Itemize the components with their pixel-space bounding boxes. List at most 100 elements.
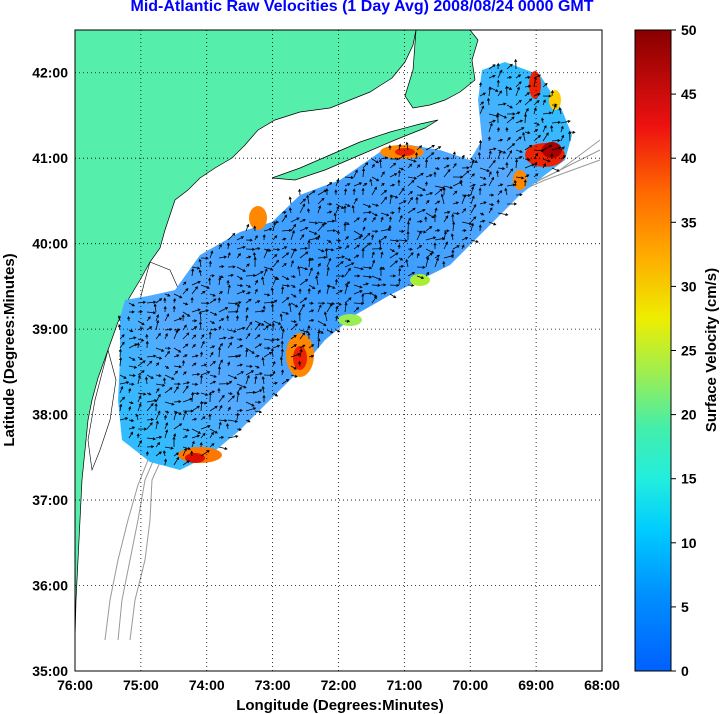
velocity-arrow: [253, 225, 257, 232]
velocity-arrow: [542, 132, 549, 142]
velocity-arrow: [173, 329, 179, 340]
velocity-arrow: [380, 283, 387, 287]
velocity-arrow: [191, 308, 201, 313]
velocity-arrow: [425, 226, 433, 232]
velocity-arrow: [236, 383, 247, 389]
velocity-arrow: [416, 265, 426, 269]
velocity-arrow: [208, 331, 212, 340]
velocity-arrow: [227, 310, 239, 314]
velocity-arrow: [416, 208, 426, 214]
velocity-arrow: [506, 112, 516, 116]
velocity-arrow: [344, 257, 352, 262]
velocity-arrow: [263, 227, 273, 232]
velocity-arrow: [443, 210, 451, 214]
velocity-arrow: [137, 370, 145, 376]
velocity-arrow: [389, 157, 400, 161]
velocity-arrow: [514, 58, 518, 70]
velocity-arrow: [353, 284, 363, 289]
velocity-arrow: [515, 74, 522, 79]
velocity-arrow: [182, 332, 190, 340]
velocity-arrow: [218, 318, 225, 322]
x-axis-label: Longitude (Degrees:Minutes): [236, 697, 444, 714]
velocity-arrow: [190, 296, 194, 304]
cape-cod: [404, 30, 479, 109]
velocity-arrow: [442, 187, 446, 196]
velocity-arrow: [506, 63, 513, 70]
velocity-arrow: [191, 326, 198, 331]
velocity-arrow: [299, 218, 306, 223]
velocity-arrow: [397, 206, 401, 214]
velocity-arrow: [407, 252, 414, 259]
velocity-arrow: [146, 437, 157, 441]
velocity-arrow: [488, 193, 495, 197]
velocity-arrow: [398, 264, 405, 268]
velocity-arrow: [443, 230, 447, 241]
velocity-arrow: [200, 416, 206, 421]
velocity-arrow: [272, 370, 276, 376]
velocity-arrow: [254, 375, 258, 385]
velocity-arrow: [398, 239, 408, 243]
velocity-arrow: [290, 275, 296, 279]
velocity-arrow: [308, 284, 316, 290]
velocity-arrow: [380, 212, 390, 217]
velocity-arrow: [272, 254, 278, 259]
velocity-arrow: [353, 244, 360, 250]
velocity-arrow: [128, 431, 134, 439]
velocity-arrow: [497, 149, 507, 154]
velocity-arrow: [506, 202, 518, 206]
velocity-arrow: [497, 190, 503, 196]
velocity-arrow: [470, 186, 475, 196]
velocity-arrow: [254, 343, 263, 349]
velocity-arrow: [308, 221, 319, 225]
velocity-arrow: [272, 320, 282, 325]
velocity-arrow: [155, 387, 160, 394]
velocity-arrow: [227, 380, 233, 385]
velocity-arrow: [263, 293, 271, 297]
colorbar-tick-label: 30: [681, 278, 697, 294]
velocity-arrow: [307, 208, 311, 214]
velocity-arrow: [272, 381, 278, 385]
x-tick-label: 68:00: [584, 677, 620, 693]
velocity-arrow: [434, 229, 441, 233]
velocity-arrow: [163, 297, 167, 304]
velocity-arrow: [353, 254, 360, 259]
velocity-arrow: [315, 275, 319, 286]
velocity-arrow: [227, 329, 237, 333]
velocity-arrow: [182, 385, 189, 394]
velocity-arrow: [263, 266, 274, 271]
velocity-arrow: [542, 82, 548, 88]
velocity-arrow: [119, 417, 129, 421]
velocity-arrow: [424, 216, 428, 223]
velocity-arrow: [279, 356, 283, 367]
velocity-arrow: [326, 219, 336, 223]
velocity-arrow: [406, 230, 410, 241]
velocity-arrow: [308, 236, 319, 241]
x-tick-label: 71:00: [386, 677, 422, 693]
velocity-arrow: [290, 323, 298, 331]
velocity-arrow: [308, 354, 315, 358]
velocity-arrow: [136, 433, 140, 439]
velocity-arrow: [452, 162, 457, 169]
velocity-arrow: [335, 315, 339, 322]
velocity-arrow: [344, 221, 350, 226]
velocity-arrow: [353, 307, 360, 313]
velocity-arrow: [334, 278, 338, 286]
velocity-arrow: [542, 144, 553, 151]
velocity-arrow: [245, 306, 249, 313]
velocity-arrow: [333, 212, 337, 223]
velocity-arrow: [137, 360, 146, 367]
velocity-arrow: [127, 316, 131, 322]
velocity-arrow: [191, 428, 202, 434]
velocity-arrow: [218, 336, 227, 340]
x-tick-label: 74:00: [189, 677, 225, 693]
velocity-arrow: [209, 298, 217, 304]
velocity-arrow: [425, 192, 434, 196]
velocity-arrow: [218, 307, 229, 313]
velocity-arrow: [560, 134, 565, 142]
velocity-arrow: [369, 178, 373, 187]
velocity-arrow: [325, 188, 329, 196]
velocity-arrow: [326, 329, 334, 334]
velocity-arrow: [371, 247, 383, 251]
velocity-arrow: [155, 410, 161, 421]
velocity-arrow: [164, 429, 169, 439]
